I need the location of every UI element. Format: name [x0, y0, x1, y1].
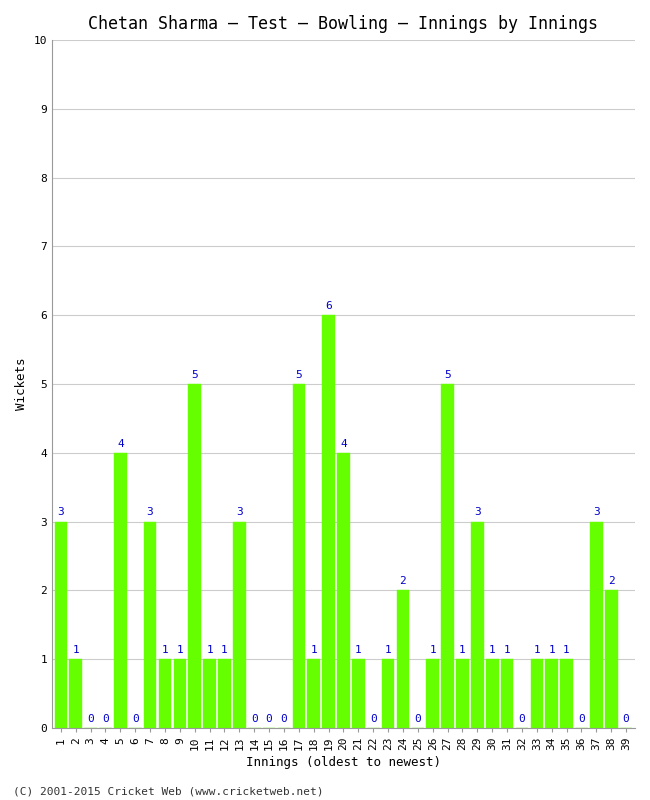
Text: 0: 0 — [132, 714, 138, 724]
Text: 6: 6 — [325, 301, 332, 311]
Text: 0: 0 — [87, 714, 94, 724]
Bar — [456, 659, 469, 728]
Text: 1: 1 — [489, 645, 495, 655]
Text: 0: 0 — [415, 714, 421, 724]
Text: 0: 0 — [251, 714, 257, 724]
Bar — [500, 659, 514, 728]
Bar — [441, 384, 454, 728]
X-axis label: Innings (oldest to newest): Innings (oldest to newest) — [246, 756, 441, 769]
Text: 0: 0 — [519, 714, 525, 724]
Bar — [188, 384, 201, 728]
Text: 1: 1 — [563, 645, 570, 655]
Bar — [545, 659, 558, 728]
Text: 0: 0 — [281, 714, 287, 724]
Bar — [560, 659, 573, 728]
Text: 4: 4 — [117, 438, 124, 449]
Text: 3: 3 — [474, 507, 481, 518]
Text: 2: 2 — [608, 576, 615, 586]
Bar — [352, 659, 365, 728]
Text: (C) 2001-2015 Cricket Web (www.cricketweb.net): (C) 2001-2015 Cricket Web (www.cricketwe… — [13, 786, 324, 796]
Text: 3: 3 — [147, 507, 153, 518]
Bar — [292, 384, 305, 728]
Bar — [174, 659, 186, 728]
Text: 1: 1 — [385, 645, 391, 655]
Bar — [426, 659, 439, 728]
Bar — [590, 522, 603, 728]
Bar — [396, 590, 410, 728]
Bar — [159, 659, 172, 728]
Text: 1: 1 — [504, 645, 510, 655]
Text: 0: 0 — [102, 714, 109, 724]
Bar — [307, 659, 320, 728]
Bar — [471, 522, 484, 728]
Text: 1: 1 — [176, 645, 183, 655]
Text: 1: 1 — [72, 645, 79, 655]
Bar — [382, 659, 395, 728]
Text: 1: 1 — [310, 645, 317, 655]
Text: 1: 1 — [430, 645, 436, 655]
Bar — [486, 659, 499, 728]
Bar — [218, 659, 231, 728]
Text: 0: 0 — [578, 714, 585, 724]
Bar — [605, 590, 617, 728]
Text: 0: 0 — [623, 714, 629, 724]
Text: 4: 4 — [340, 438, 347, 449]
Bar — [337, 453, 350, 728]
Bar — [233, 522, 246, 728]
Text: 1: 1 — [221, 645, 228, 655]
Text: 2: 2 — [400, 576, 406, 586]
Text: 5: 5 — [444, 370, 451, 380]
Text: 5: 5 — [296, 370, 302, 380]
Bar — [530, 659, 543, 728]
Text: 0: 0 — [370, 714, 376, 724]
Text: 1: 1 — [206, 645, 213, 655]
Y-axis label: Wickets: Wickets — [15, 358, 28, 410]
Text: 1: 1 — [355, 645, 361, 655]
Text: 1: 1 — [534, 645, 540, 655]
Bar — [144, 522, 157, 728]
Text: 1: 1 — [162, 645, 168, 655]
Text: 3: 3 — [593, 507, 600, 518]
Bar — [114, 453, 127, 728]
Bar — [55, 522, 67, 728]
Text: 1: 1 — [549, 645, 555, 655]
Text: 1: 1 — [459, 645, 466, 655]
Bar — [203, 659, 216, 728]
Text: 0: 0 — [266, 714, 272, 724]
Bar — [322, 315, 335, 728]
Bar — [70, 659, 82, 728]
Text: 3: 3 — [236, 507, 242, 518]
Text: 3: 3 — [57, 507, 64, 518]
Text: 5: 5 — [191, 370, 198, 380]
Title: Chetan Sharma – Test – Bowling – Innings by Innings: Chetan Sharma – Test – Bowling – Innings… — [88, 15, 599, 33]
